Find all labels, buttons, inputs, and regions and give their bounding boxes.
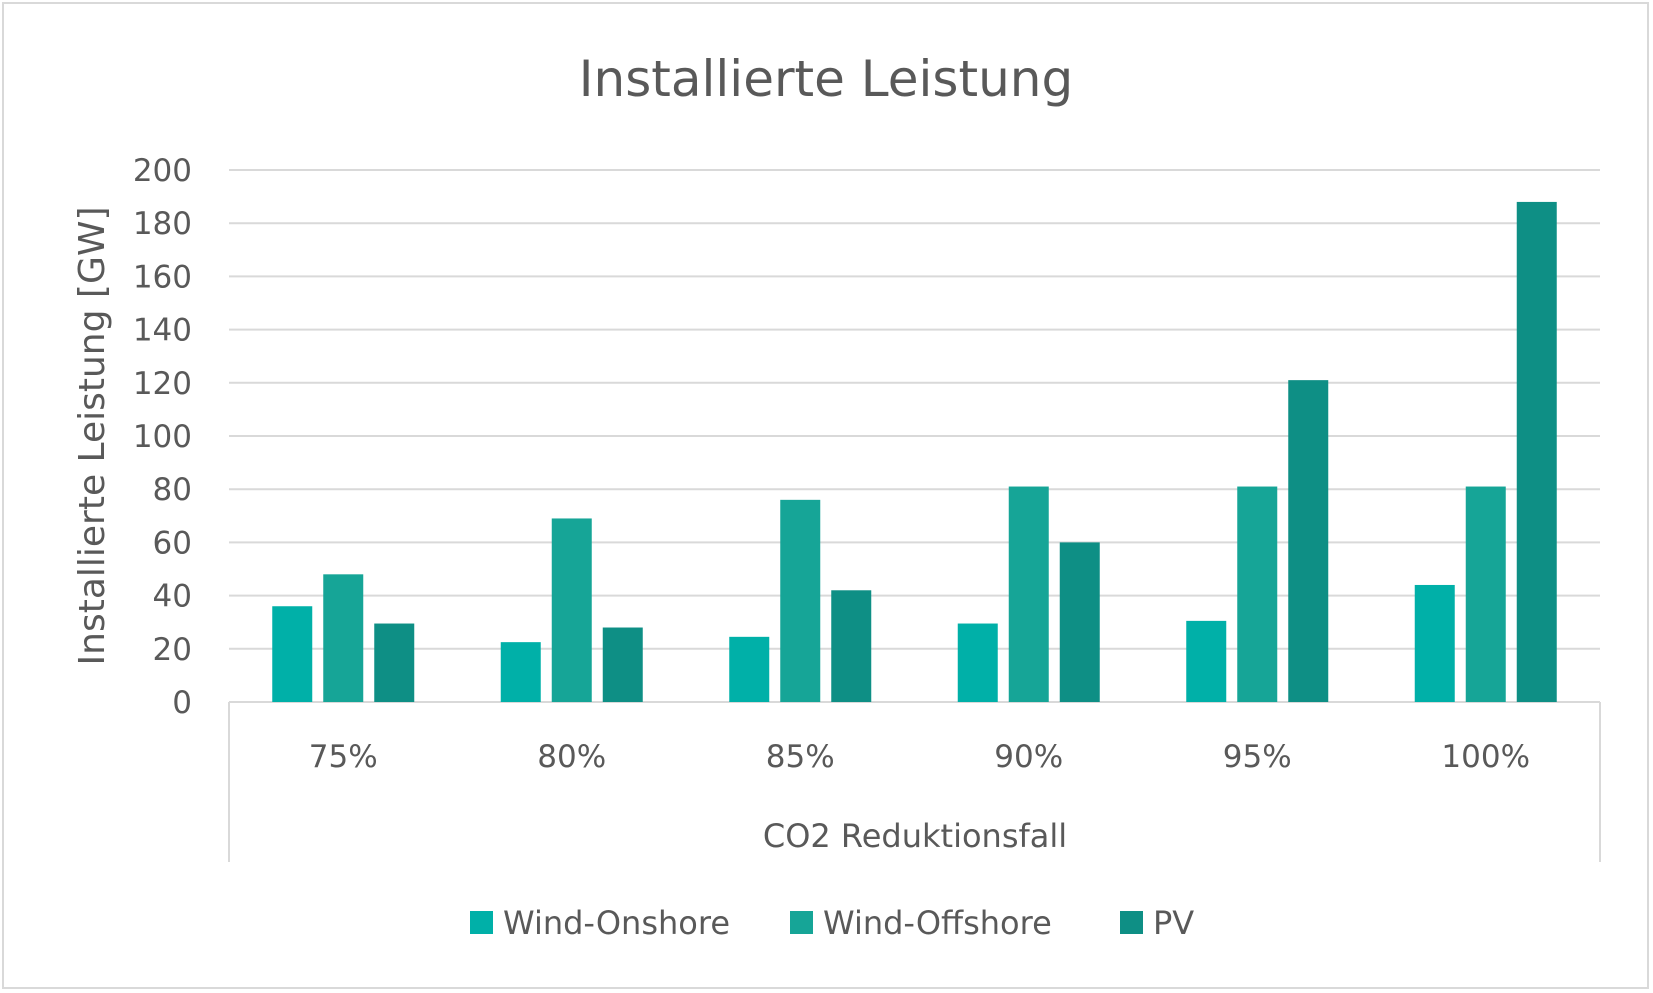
bar-wind-offshore bbox=[1237, 486, 1278, 702]
x-tick-label: 85% bbox=[766, 739, 835, 775]
bar-wind-offshore bbox=[780, 499, 821, 702]
chart-title: Installierte Leistung bbox=[579, 50, 1073, 108]
legend-swatch bbox=[1120, 911, 1143, 934]
bar-wind-offshore bbox=[1465, 486, 1506, 702]
y-tick-label: 40 bbox=[153, 579, 192, 615]
bar-pv bbox=[1059, 542, 1100, 702]
y-tick-label: 80 bbox=[153, 472, 192, 508]
bar-wind-onshore bbox=[1414, 584, 1455, 702]
bar-pv bbox=[374, 623, 415, 702]
y-tick-label: 20 bbox=[153, 632, 192, 668]
bar-wind-onshore bbox=[500, 642, 541, 702]
bar-wind-onshore bbox=[1186, 620, 1227, 702]
y-tick-label: 200 bbox=[133, 153, 192, 189]
bar-wind-offshore bbox=[551, 518, 592, 702]
y-tick-label: 180 bbox=[133, 206, 192, 242]
legend-swatch bbox=[790, 911, 813, 934]
x-tick-label: 75% bbox=[309, 739, 378, 775]
legend-item: Wind-Offshore bbox=[790, 904, 1052, 942]
legend-label: Wind-Offshore bbox=[823, 904, 1052, 942]
y-tick-label: 160 bbox=[133, 259, 192, 295]
legend-item: PV bbox=[1120, 904, 1194, 942]
bars bbox=[272, 201, 1557, 703]
y-tick-label: 60 bbox=[153, 525, 192, 561]
y-tick-label: 140 bbox=[133, 313, 192, 349]
y-axis-ticks: 0 20 40 60 80 100 120 140 160 180 200 bbox=[133, 153, 192, 721]
bar-wind-onshore bbox=[729, 636, 770, 702]
bar-pv bbox=[1288, 380, 1329, 702]
gridlines bbox=[229, 169, 1600, 703]
legend-swatch bbox=[470, 911, 493, 934]
x-tick-label: 80% bbox=[537, 739, 606, 775]
bar-wind-offshore bbox=[1008, 486, 1049, 702]
bar-wind-onshore bbox=[272, 606, 313, 702]
legend-item: Wind-Onshore bbox=[470, 904, 730, 942]
legend-label: Wind-Onshore bbox=[503, 904, 730, 942]
x-axis: 75% 80% 85% 90% 95% 100% bbox=[228, 702, 1601, 862]
y-axis-label: Installierte Leistung [GW] bbox=[72, 207, 113, 666]
x-tick-label: 100% bbox=[1441, 739, 1530, 775]
bar-wind-offshore bbox=[323, 574, 364, 702]
bar-pv bbox=[831, 590, 872, 702]
bar-pv bbox=[602, 627, 643, 702]
y-tick-label: 120 bbox=[133, 366, 192, 402]
legend: Wind-Onshore Wind-Offshore PV bbox=[470, 904, 1194, 942]
legend-label: PV bbox=[1153, 904, 1194, 942]
y-tick-label: 0 bbox=[172, 685, 192, 721]
bar-wind-onshore bbox=[957, 623, 998, 702]
y-tick-label: 100 bbox=[133, 419, 192, 455]
x-axis-label: CO2 Reduktionsfall bbox=[763, 817, 1067, 855]
x-tick-label: 95% bbox=[1223, 739, 1292, 775]
bar-pv bbox=[1516, 201, 1557, 703]
x-tick-label: 90% bbox=[994, 739, 1063, 775]
